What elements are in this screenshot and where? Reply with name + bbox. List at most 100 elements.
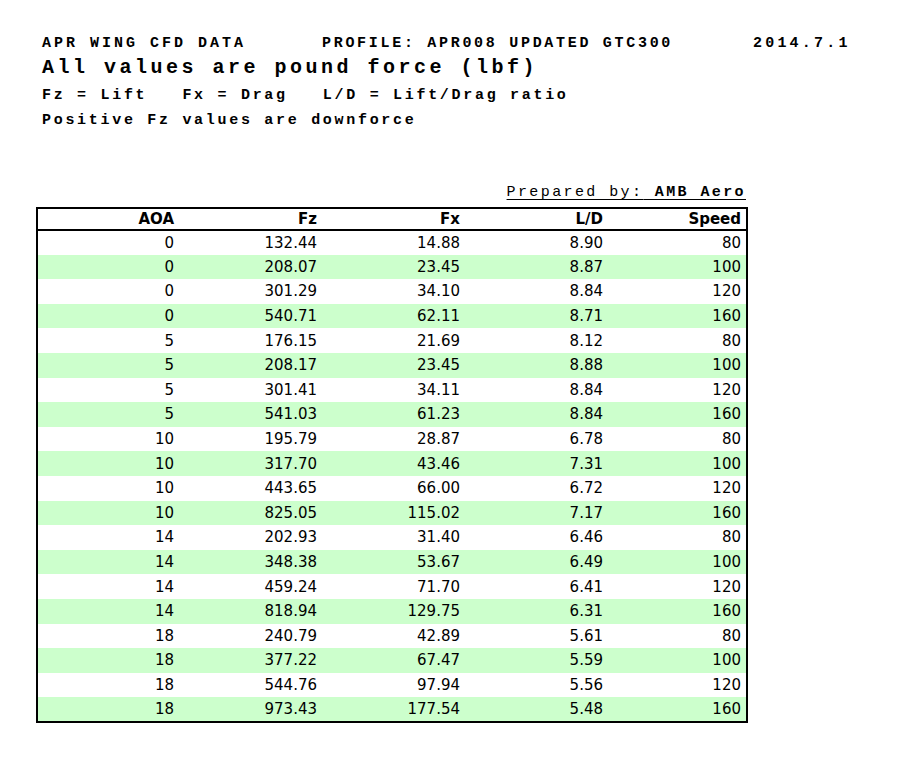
table-cell: 23.45 — [322, 353, 465, 378]
prepared-by-label: Prepared by: — [507, 184, 644, 201]
table-row: 5208.1723.458.88100 — [37, 353, 747, 378]
table-cell: 7.17 — [465, 501, 608, 526]
table-cell: 80 — [608, 624, 747, 649]
table-cell: 31.40 — [322, 525, 465, 550]
table-cell: 5.59 — [465, 648, 608, 673]
table-cell: 62.11 — [322, 304, 465, 329]
cfd-report-page: APR WING CFD DATA PROFILE: APR008 UPDATE… — [0, 0, 910, 766]
table-cell: 14 — [37, 599, 179, 624]
table-cell: 0 — [37, 230, 179, 255]
table-cell: 42.89 — [322, 624, 465, 649]
table-cell: 208.07 — [179, 255, 322, 280]
table-cell: 10 — [37, 427, 179, 452]
table-row: 14459.2471.706.41120 — [37, 574, 747, 599]
table-body: 0132.4414.888.90800208.0723.458.87100030… — [37, 230, 747, 722]
table-cell: 21.69 — [322, 328, 465, 353]
table-cell: 71.70 — [322, 574, 465, 599]
legend-definitions: Fz = Lift Fx = Drag L/D = Lift/Drag rati… — [42, 88, 569, 105]
table-row: 14818.94129.756.31160 — [37, 599, 747, 624]
table-cell: 541.03 — [179, 402, 322, 427]
column-header-fz: Fz — [179, 208, 322, 230]
column-header-fx: Fx — [322, 208, 465, 230]
table-cell: 176.15 — [179, 328, 322, 353]
table-cell: 8.84 — [465, 279, 608, 304]
table-cell: 18 — [37, 673, 179, 698]
table-cell: 8.88 — [465, 353, 608, 378]
table-cell: 100 — [608, 451, 747, 476]
table-cell: 18 — [37, 697, 179, 722]
table-cell: 6.49 — [465, 550, 608, 575]
table-cell: 10 — [37, 501, 179, 526]
table-cell: 80 — [608, 328, 747, 353]
table-header: AOA Fz Fx L/D Speed — [37, 208, 747, 230]
table-cell: 129.75 — [322, 599, 465, 624]
table-cell: 160 — [608, 304, 747, 329]
table-row: 0301.2934.108.84120 — [37, 279, 747, 304]
table-cell: 18 — [37, 624, 179, 649]
table-header-row: AOA Fz Fx L/D Speed — [37, 208, 747, 230]
table-cell: 10 — [37, 476, 179, 501]
column-header-ld: L/D — [465, 208, 608, 230]
table-cell: 43.46 — [322, 451, 465, 476]
table-cell: 177.54 — [322, 697, 465, 722]
table-row: 5301.4134.118.84120 — [37, 378, 747, 403]
table-row: 5541.0361.238.84160 — [37, 402, 747, 427]
report-date: 2014.7.1 — [753, 36, 851, 53]
table-cell: 120 — [608, 279, 747, 304]
table-cell: 7.31 — [465, 451, 608, 476]
table-cell: 6.31 — [465, 599, 608, 624]
prepared-by-value: AMB Aero — [643, 184, 746, 201]
table-row: 10443.6566.006.72120 — [37, 476, 747, 501]
table-row: 14348.3853.676.49100 — [37, 550, 747, 575]
table-row: 18544.7697.945.56120 — [37, 673, 747, 698]
table-cell: 8.12 — [465, 328, 608, 353]
table-cell: 5 — [37, 378, 179, 403]
table-cell: 8.71 — [465, 304, 608, 329]
table-cell: 160 — [608, 501, 747, 526]
table-cell: 66.00 — [322, 476, 465, 501]
table-cell: 377.22 — [179, 648, 322, 673]
table-cell: 240.79 — [179, 624, 322, 649]
table-cell: 5.48 — [465, 697, 608, 722]
table-cell: 5.61 — [465, 624, 608, 649]
table-cell: 80 — [608, 230, 747, 255]
table-cell: 818.94 — [179, 599, 322, 624]
table-row: 18377.2267.475.59100 — [37, 648, 747, 673]
table-cell: 28.87 — [322, 427, 465, 452]
table-row: 14202.9331.406.4680 — [37, 525, 747, 550]
table-cell: 120 — [608, 574, 747, 599]
table-cell: 160 — [608, 697, 747, 722]
table-cell: 5 — [37, 328, 179, 353]
table-cell: 100 — [608, 353, 747, 378]
table-cell: 120 — [608, 378, 747, 403]
table-cell: 195.79 — [179, 427, 322, 452]
table-cell: 0 — [37, 279, 179, 304]
table-cell: 6.46 — [465, 525, 608, 550]
table-cell: 0 — [37, 255, 179, 280]
report-subtitle: All values are pound force (lbf) — [42, 57, 538, 79]
table-cell: 160 — [608, 599, 747, 624]
cfd-data-table: AOA Fz Fx L/D Speed 0132.4414.888.908002… — [36, 207, 748, 723]
table-cell: 34.10 — [322, 279, 465, 304]
table-cell: 0 — [37, 304, 179, 329]
table-cell: 317.70 — [179, 451, 322, 476]
table-cell: 14 — [37, 525, 179, 550]
table-cell: 825.05 — [179, 501, 322, 526]
table-cell: 61.23 — [322, 402, 465, 427]
table-cell: 459.24 — [179, 574, 322, 599]
table-cell: 301.41 — [179, 378, 322, 403]
report-profile: PROFILE: APR008 UPDATED GTC300 — [322, 36, 673, 53]
downforce-note: Positive Fz values are downforce — [42, 113, 416, 130]
table-cell: 80 — [608, 525, 747, 550]
table-row: 0208.0723.458.87100 — [37, 255, 747, 280]
table-row: 5176.1521.698.1280 — [37, 328, 747, 353]
table-cell: 6.78 — [465, 427, 608, 452]
table-cell: 34.11 — [322, 378, 465, 403]
table-cell: 6.41 — [465, 574, 608, 599]
table-cell: 14.88 — [322, 230, 465, 255]
table-cell: 97.94 — [322, 673, 465, 698]
table-cell: 100 — [608, 255, 747, 280]
table-cell: 100 — [608, 648, 747, 673]
table-cell: 8.84 — [465, 402, 608, 427]
table-cell: 973.43 — [179, 697, 322, 722]
